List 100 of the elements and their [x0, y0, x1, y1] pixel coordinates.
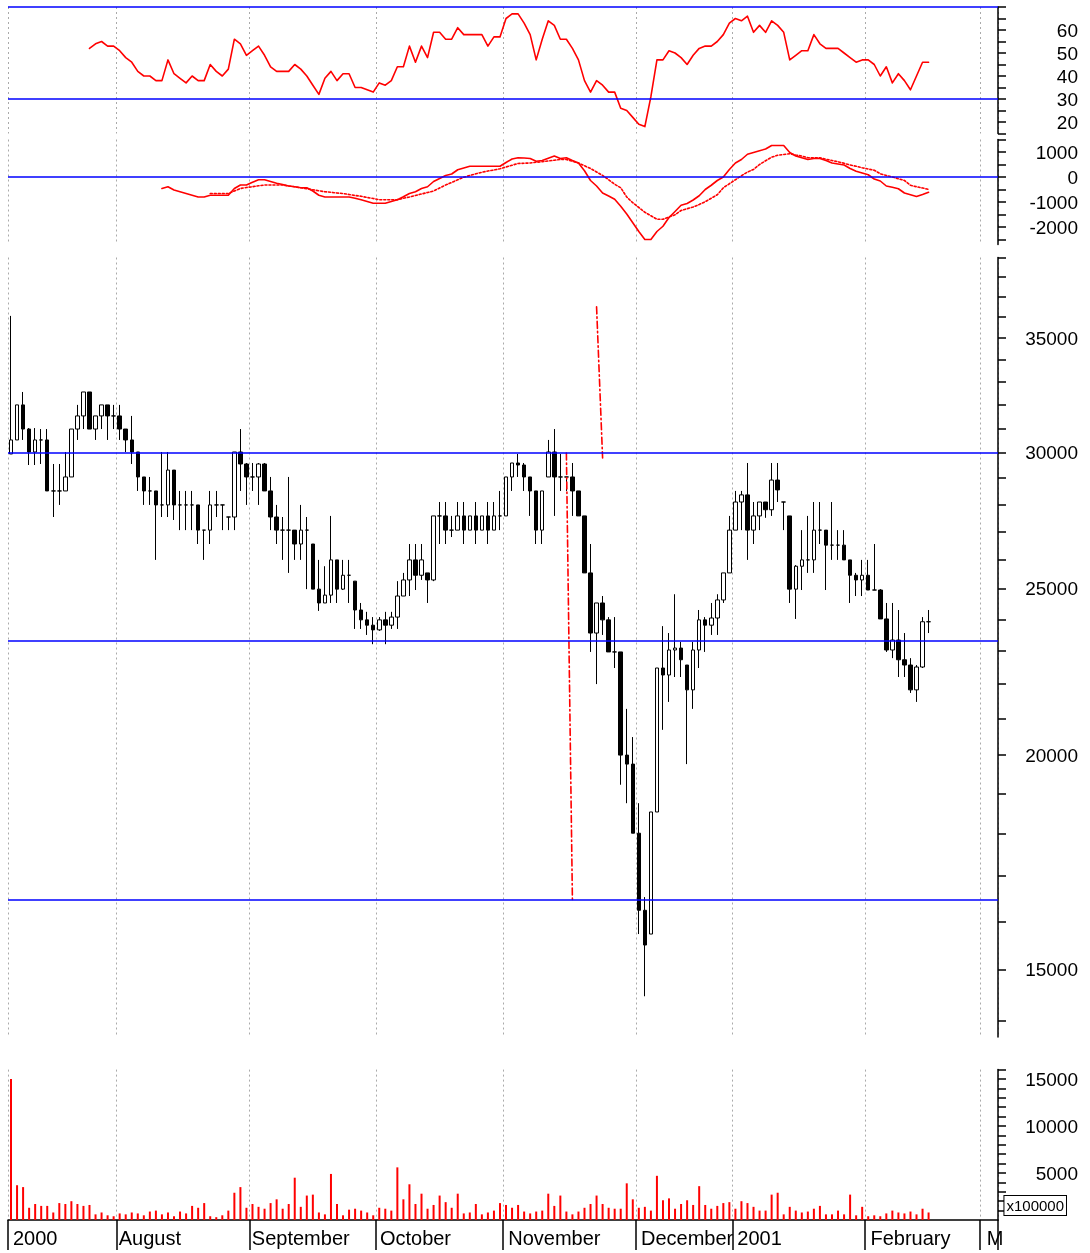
- bar: [818, 1205, 821, 1220]
- candlestick: [510, 462, 514, 492]
- candlestick: [15, 404, 19, 441]
- x-tick-label: November: [508, 1227, 601, 1249]
- candlestick: [673, 593, 677, 678]
- y-tick-label: 5000: [1035, 1162, 1078, 1184]
- bar: [764, 1210, 767, 1220]
- bar: [529, 1213, 532, 1220]
- bar: [166, 1212, 169, 1220]
- bar: [185, 1213, 188, 1220]
- candlestick: [812, 501, 816, 574]
- bar: [233, 1192, 236, 1220]
- bar: [70, 1201, 73, 1220]
- bar: [758, 1210, 761, 1220]
- candlestick: [311, 543, 315, 590]
- bar: [305, 1195, 308, 1220]
- bar: [402, 1199, 405, 1220]
- bar: [450, 1207, 453, 1220]
- bar: [776, 1192, 779, 1220]
- bar: [867, 1216, 870, 1220]
- candlestick: [130, 415, 134, 465]
- bar: [239, 1187, 242, 1220]
- bar: [861, 1206, 864, 1220]
- bar: [348, 1209, 351, 1220]
- bar: [897, 1212, 900, 1220]
- bar: [46, 1205, 49, 1220]
- y-tick-label: 40: [1056, 65, 1078, 87]
- bar: [396, 1167, 399, 1220]
- bar: [221, 1215, 224, 1220]
- candlestick: [280, 516, 285, 561]
- y-tick-label: 20: [1056, 111, 1078, 133]
- bar: [812, 1208, 815, 1220]
- candlestick: [866, 559, 870, 591]
- line-series: [88, 13, 930, 128]
- bar: [891, 1210, 894, 1220]
- bar: [903, 1213, 906, 1220]
- bar: [661, 1200, 664, 1220]
- bar: [619, 1208, 622, 1220]
- candlestick: [498, 490, 502, 531]
- bar: [275, 1199, 278, 1220]
- bar: [794, 1210, 797, 1220]
- bar: [830, 1214, 833, 1220]
- y-tick-label: 20000: [1025, 744, 1078, 766]
- bar: [843, 1214, 846, 1220]
- y-tick-label: 15000: [1025, 958, 1078, 980]
- candlestick: [305, 516, 309, 590]
- bar: [40, 1205, 43, 1220]
- candlestick: [522, 462, 526, 492]
- bar: [10, 1079, 13, 1220]
- bar: [360, 1210, 363, 1220]
- bar: [269, 1203, 272, 1220]
- candlestick: [341, 559, 345, 591]
- bar: [480, 1214, 483, 1220]
- bar: [88, 1204, 91, 1220]
- candlestick: [329, 515, 333, 604]
- bar: [209, 1216, 212, 1220]
- bar: [82, 1205, 85, 1220]
- candlestick: [860, 559, 864, 597]
- candlestick: [220, 504, 225, 531]
- bar: [921, 1208, 924, 1220]
- bar: [456, 1193, 459, 1220]
- candlestick: [317, 559, 321, 612]
- bar: [124, 1214, 127, 1220]
- bar: [203, 1203, 206, 1220]
- bar: [517, 1204, 520, 1220]
- bar: [704, 1204, 707, 1220]
- candlestick: [781, 501, 786, 531]
- bar: [227, 1210, 230, 1220]
- bar: [311, 1194, 314, 1220]
- bar: [559, 1195, 562, 1220]
- bar: [22, 1187, 25, 1220]
- bar: [245, 1207, 248, 1220]
- candlestick: [516, 453, 520, 478]
- bar: [589, 1204, 592, 1220]
- candlestick: [190, 490, 194, 531]
- bar: [655, 1175, 658, 1220]
- candlestick: [697, 609, 701, 669]
- bar: [541, 1210, 544, 1220]
- bar: [118, 1213, 121, 1220]
- bar: [505, 1204, 508, 1220]
- bar: [154, 1210, 157, 1220]
- candlestick: [486, 501, 490, 545]
- bar: [492, 1210, 495, 1220]
- candlestick: [504, 476, 508, 517]
- bar: [64, 1204, 67, 1220]
- candlestick: [631, 736, 635, 834]
- bar: [643, 1206, 646, 1220]
- bar: [601, 1204, 604, 1220]
- bar: [595, 1195, 598, 1220]
- bar: [34, 1204, 37, 1220]
- bar: [317, 1212, 320, 1220]
- bar: [136, 1213, 139, 1220]
- candlestick: [148, 476, 152, 506]
- candlestick: [830, 501, 834, 561]
- bar: [142, 1215, 145, 1220]
- bar: [716, 1205, 719, 1220]
- bar: [879, 1216, 882, 1220]
- candlestick: [178, 490, 182, 531]
- bar: [728, 1202, 731, 1220]
- candlestick: [492, 501, 496, 531]
